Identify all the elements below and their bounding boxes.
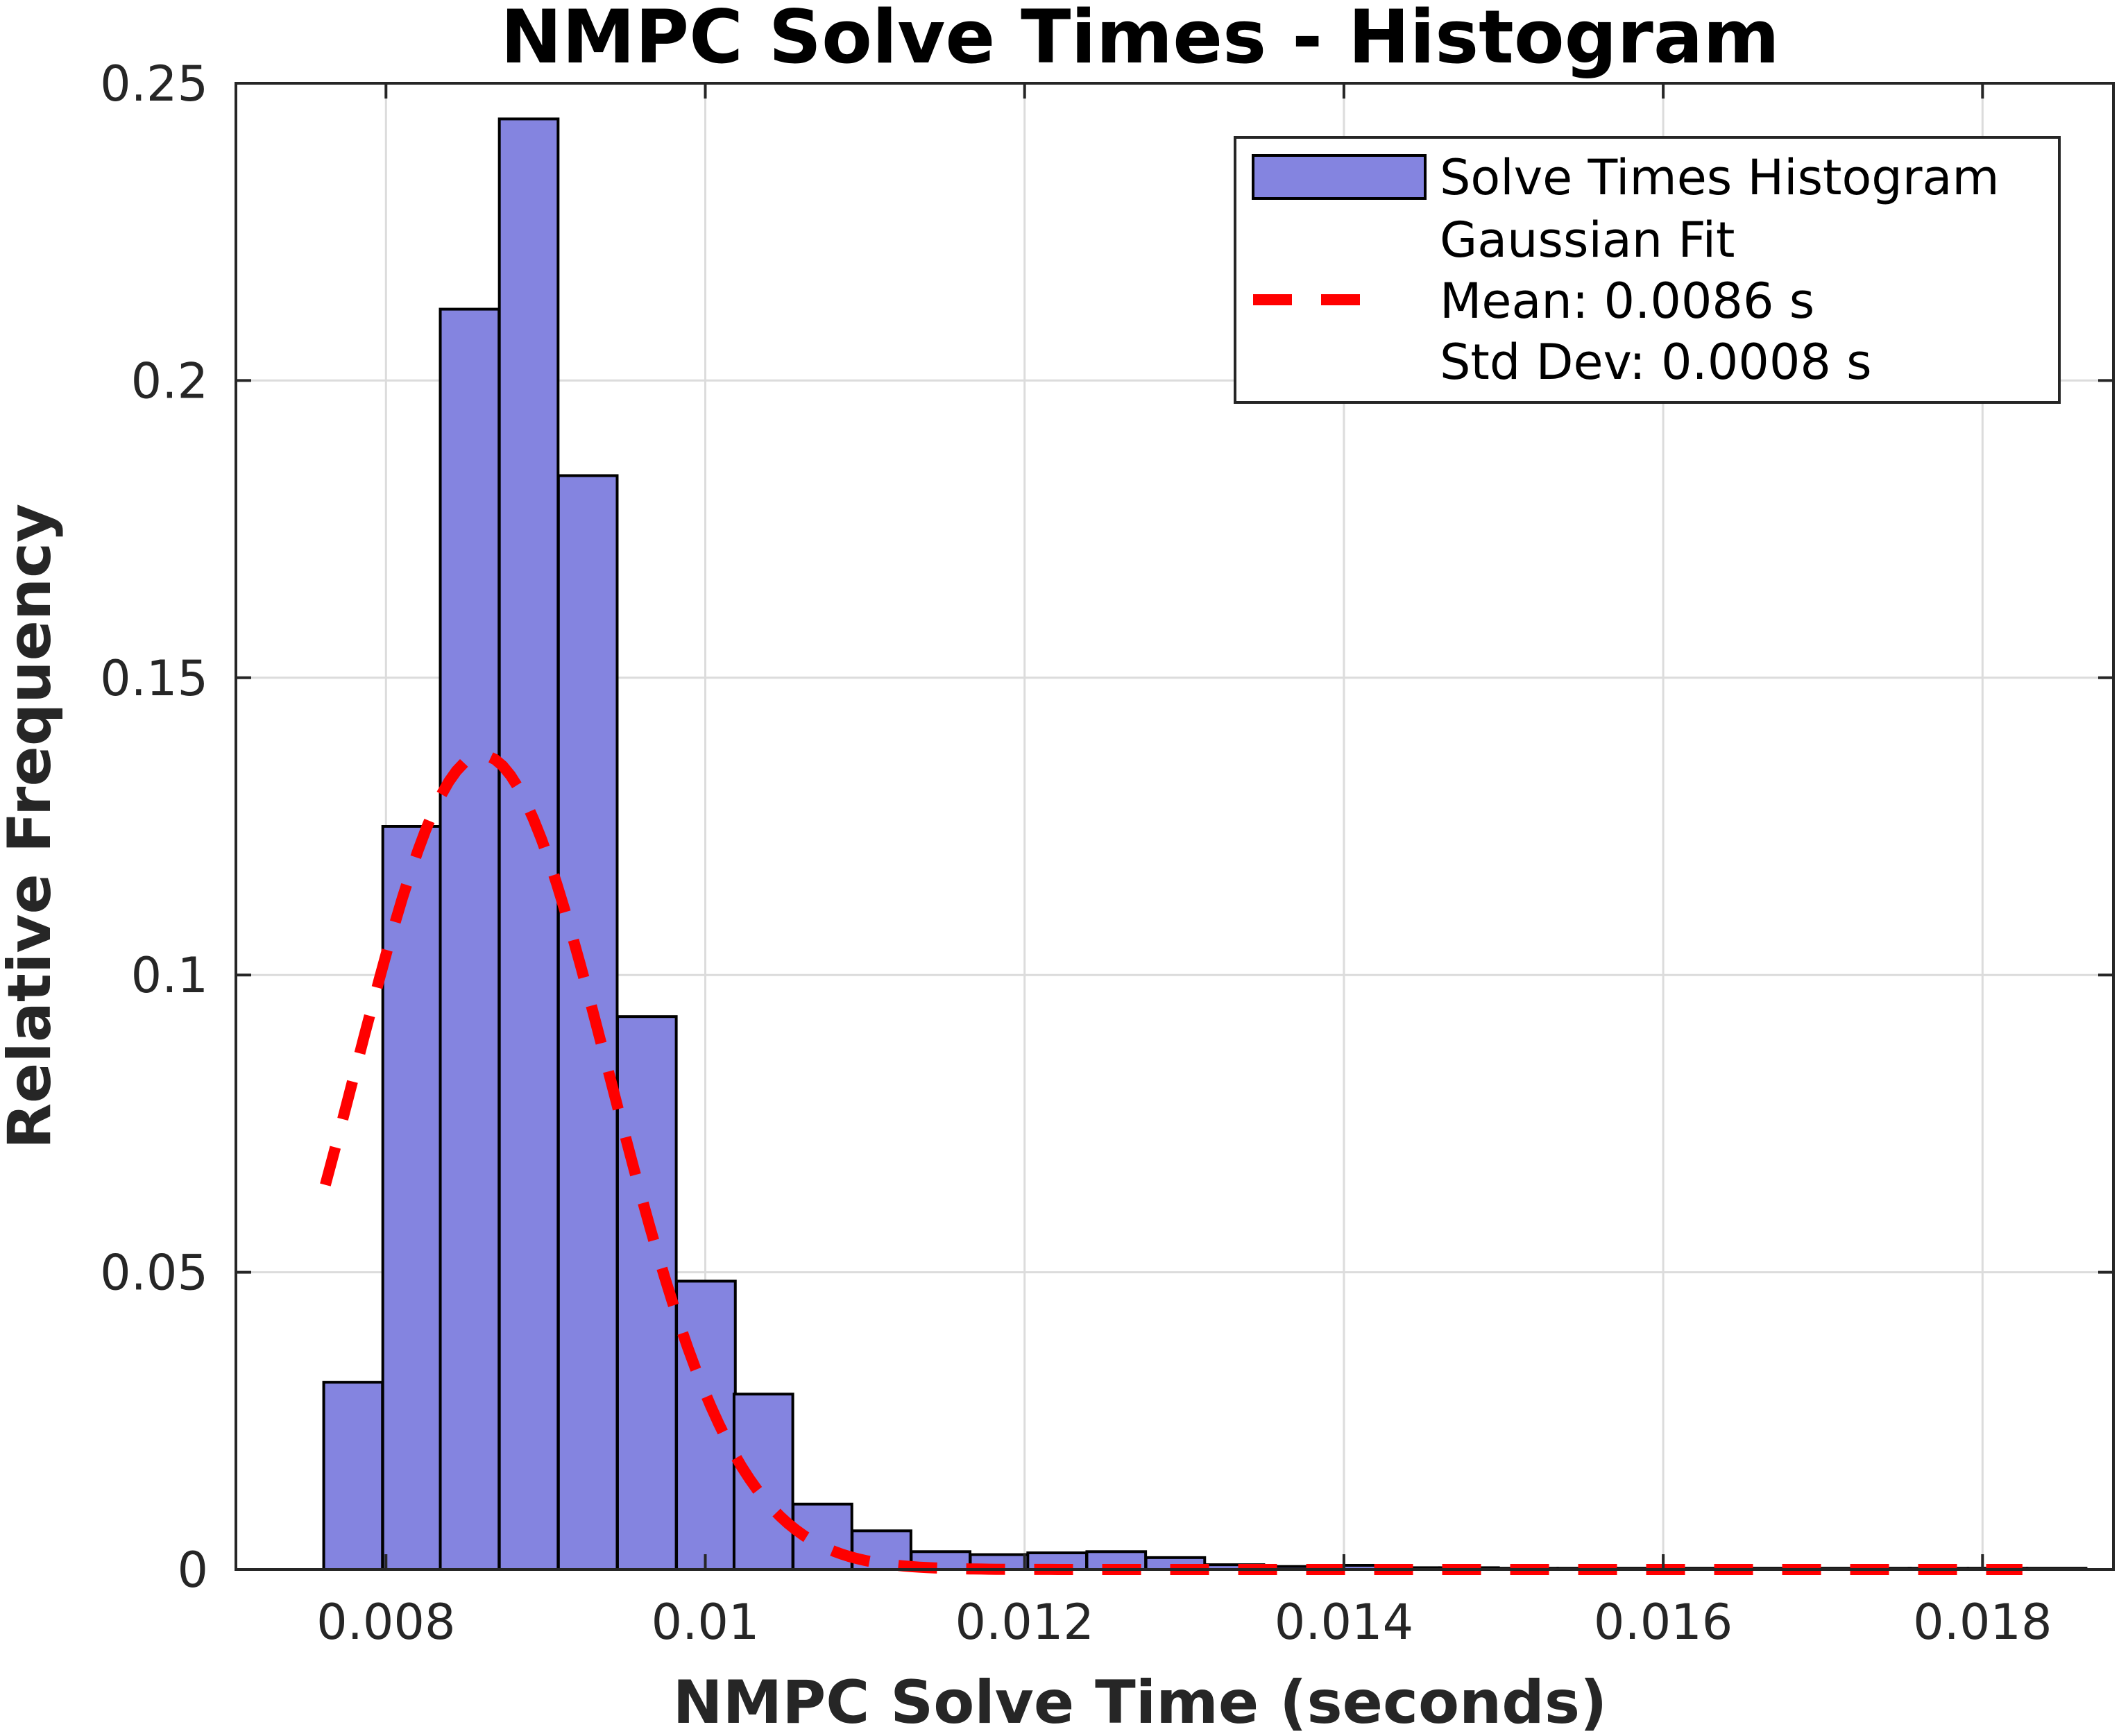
y-tick-labels: 0 0.05 0.1 0.15 0.2 0.25: [100, 56, 208, 1599]
x-tick-label: 0.012: [955, 1594, 1094, 1651]
histogram-bar: [732, 1393, 794, 1572]
histogram-bar: [381, 825, 443, 1571]
y-axis-label: Relative Frequency: [0, 504, 65, 1149]
histogram-bar: [497, 117, 560, 1572]
legend-entry-gaussian-fit: Gaussian Fit: [1440, 212, 1735, 269]
y-tick-label: 0.05: [100, 1245, 208, 1302]
plot-area-frame: [235, 82, 2115, 1571]
histogram-bar: [615, 1015, 678, 1571]
histogram-bar: [675, 1279, 737, 1572]
legend-entry-std-dev: Std Dev: 0.0008 s: [1440, 334, 1872, 391]
x-tick-label: 0.01: [652, 1594, 760, 1651]
histogram-bar: [556, 474, 619, 1571]
y-tick-label: 0.25: [100, 56, 208, 112]
y-tick-label: 0.2: [131, 352, 208, 409]
x-tick-labels: 0.008 0.01 0.012 0.014 0.016 0.018: [316, 1594, 2052, 1651]
axis-ticks: [236, 82, 2113, 1571]
legend: Solve Times Histogram Gaussian Fit Mean:…: [1234, 136, 2061, 404]
x-tick-label: 0.018: [1913, 1594, 2052, 1651]
y-tick-label: 0.1: [131, 947, 208, 1004]
legend-entry-mean: Mean: 0.0086 s: [1440, 273, 1814, 330]
y-tick-label: 0: [177, 1542, 208, 1599]
histogram-bar: [322, 1381, 384, 1572]
chart-title: NMPC Solve Times - Histogram: [500, 0, 1780, 80]
x-axis-label: NMPC Solve Time (seconds): [673, 1668, 1608, 1736]
x-tick-label: 0.014: [1275, 1594, 1413, 1651]
x-tick-label: 0.016: [1594, 1594, 1733, 1651]
x-tick-label: 0.008: [316, 1594, 455, 1651]
histogram-bar: [439, 307, 501, 1572]
y-tick-label: 0.15: [100, 650, 208, 707]
legend-entry-histogram: Solve Times Histogram: [1440, 149, 2000, 206]
legend-histogram-swatch: [1252, 154, 1427, 200]
